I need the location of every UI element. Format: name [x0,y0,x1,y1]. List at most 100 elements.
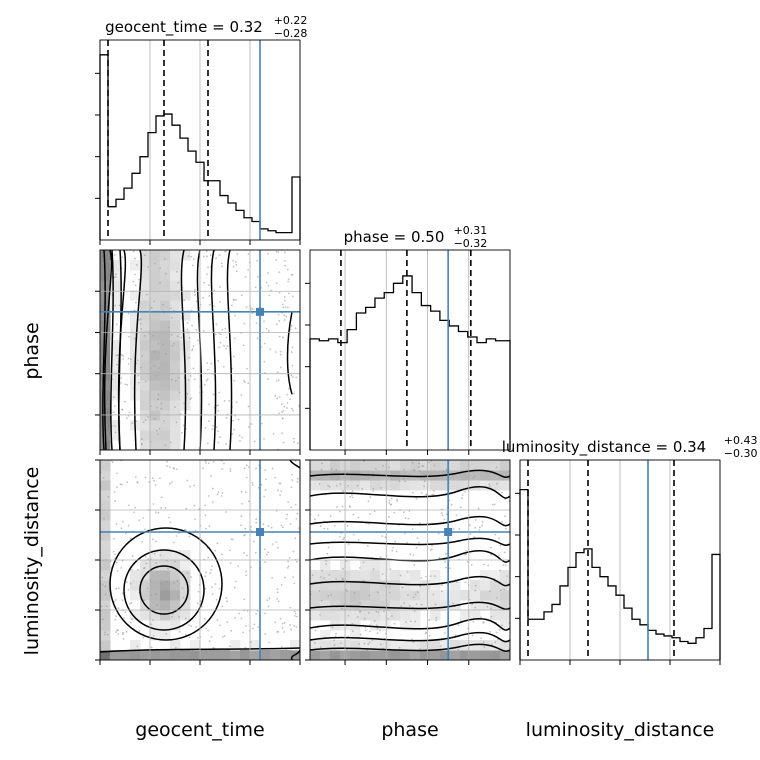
sample-point [116,570,119,572]
density-cell [110,430,121,441]
sample-point [214,549,217,552]
sample-point [195,300,198,303]
sample-point [250,641,252,643]
sample-point [117,629,120,632]
sample-point [124,611,127,613]
density-cell [160,350,171,361]
sample-point [490,615,493,618]
sample-point [268,597,271,600]
sample-point [487,564,490,567]
sample-point [291,295,294,298]
sample-point [164,506,167,509]
sample-point [208,304,211,306]
sample-point [247,500,250,503]
sample-point [156,604,158,606]
density-cell [140,610,151,621]
sample-point [391,549,394,552]
sample-point [139,322,142,325]
density-cell [360,460,371,471]
density-cell [400,570,411,581]
sample-point [192,345,195,348]
density-cell [160,620,171,631]
sample-point [288,388,290,390]
sample-point [294,327,297,330]
sample-point [423,485,426,488]
density-cell [320,590,331,601]
sample-point [420,603,423,606]
sample-point [172,467,175,470]
sample-point [434,603,437,606]
sample-point [244,533,246,536]
sample-point [376,627,379,630]
sample-point [121,256,124,259]
sample-point [274,351,277,353]
density-cell [160,570,171,581]
density-cell [100,600,111,611]
sample-point [276,546,279,549]
density-cell [450,480,461,491]
sample-point [208,403,210,406]
sample-point [190,625,192,627]
sample-point [244,655,247,658]
density-cell [100,470,111,481]
density-cell [160,260,171,271]
sample-point [185,633,187,636]
density-cell [460,590,471,601]
sample-point [137,374,140,377]
sample-point [104,631,106,634]
sample-point [218,346,220,349]
density-cell [250,640,261,651]
sample-point [183,299,186,302]
sample-point [439,645,442,648]
density-cell [150,310,161,321]
sample-point [238,434,241,437]
sample-point [281,432,284,435]
density-cell [170,250,181,261]
density-cell [170,290,181,301]
sample-point [151,538,154,541]
sample-point [209,572,212,574]
density-cell [360,600,371,611]
sample-point [295,615,298,618]
density-cell [320,640,331,651]
density-cell [310,650,321,660]
sample-point [427,653,430,656]
sample-point [327,546,330,549]
sample-point [153,365,156,367]
sample-point [156,406,158,409]
sample-point [178,616,180,618]
sample-point [155,429,158,432]
sample-point [321,462,323,465]
sample-point [123,617,126,619]
sample-point [345,589,348,592]
sample-point [432,490,435,492]
sample-point [171,615,173,618]
sample-point [157,342,160,345]
sample-point [163,258,166,260]
density-cell [170,650,181,660]
sample-point [388,499,391,502]
sample-point [291,364,294,367]
sample-point [287,292,290,295]
sample-point [372,490,375,493]
sample-point [235,298,238,301]
sample-point [158,367,160,370]
sample-point [239,440,241,442]
sample-point [394,540,397,543]
sample-point [103,517,105,520]
sample-point [207,369,209,371]
density-cell [190,640,201,651]
density-cell [180,560,191,571]
sample-point [290,473,293,476]
sample-point [226,345,229,348]
sample-point [144,380,147,383]
density-cell [370,560,381,571]
sample-point [122,358,124,360]
sample-point [208,657,211,660]
sample-point [351,630,354,633]
sample-point [477,507,480,510]
sample-point [245,464,248,467]
sample-point [157,393,160,396]
density-cell [170,300,181,311]
sample-point [464,490,466,493]
